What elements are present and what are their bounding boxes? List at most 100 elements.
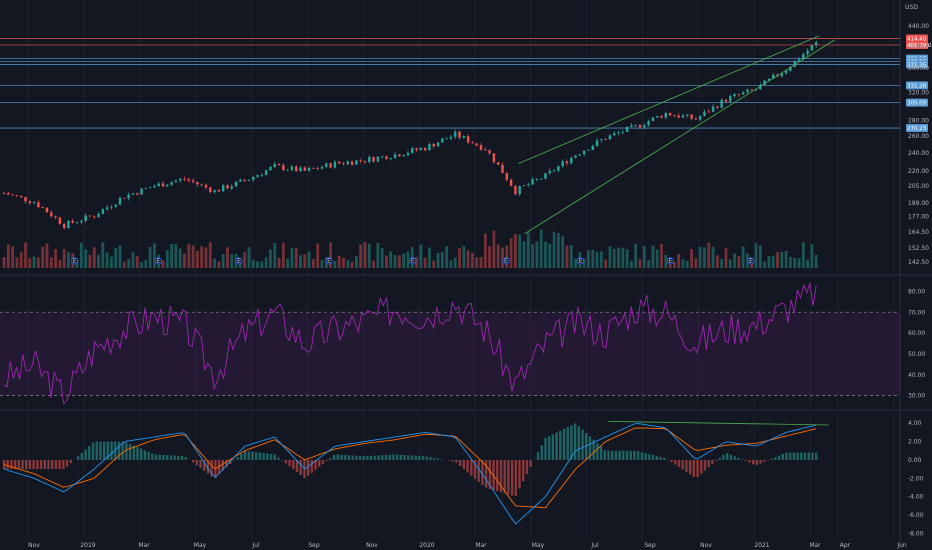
macd-histogram-bar bbox=[696, 459, 699, 477]
candle-body bbox=[247, 179, 251, 181]
volume-bar bbox=[569, 245, 573, 268]
candle-body bbox=[557, 166, 560, 171]
macd-histogram-bar bbox=[522, 459, 525, 482]
volume-bar bbox=[320, 260, 324, 268]
candle-body bbox=[19, 195, 23, 197]
candle-body bbox=[784, 70, 788, 74]
level-price-text: 305.09 bbox=[907, 101, 927, 107]
macd-histogram-bar bbox=[80, 452, 84, 460]
level-price-text: 401.79 03 bbox=[907, 43, 932, 49]
candle-body bbox=[307, 167, 311, 171]
volume-bar bbox=[763, 261, 767, 268]
macd-histogram-bar bbox=[25, 459, 28, 470]
candle-body bbox=[333, 161, 337, 168]
macd-histogram-bar bbox=[514, 459, 518, 496]
volume-bar bbox=[655, 249, 659, 268]
candle-body bbox=[479, 145, 483, 150]
trendlines[interactable] bbox=[518, 35, 836, 235]
price-axis-tick: 440.00 bbox=[908, 23, 929, 30]
macd-histogram-bar bbox=[251, 451, 254, 460]
candle-body bbox=[604, 139, 607, 141]
macd-histogram-bar bbox=[325, 459, 328, 461]
level-price-text: 414.40 bbox=[907, 37, 927, 43]
candle-body bbox=[329, 163, 332, 168]
macd-histogram-bar bbox=[625, 450, 629, 460]
macd-histogram-bar bbox=[470, 459, 473, 476]
macd-histogram-bar bbox=[496, 459, 499, 492]
volume-bar bbox=[58, 260, 62, 268]
candle-body bbox=[711, 106, 715, 112]
candle-body bbox=[595, 140, 599, 146]
volume-bar bbox=[264, 257, 268, 268]
macd-histogram-bar bbox=[436, 458, 440, 460]
volume-bar bbox=[170, 243, 173, 268]
macd-histogram-bar bbox=[655, 455, 658, 460]
volume-bar bbox=[737, 256, 741, 268]
volume-bar bbox=[247, 247, 251, 268]
volume-bar bbox=[67, 252, 70, 268]
macd-histogram-bar bbox=[47, 459, 50, 470]
candle-body bbox=[780, 73, 784, 77]
candle-body bbox=[802, 54, 805, 60]
rsi-axis-tick: 30.00 bbox=[908, 393, 925, 400]
volume-bar bbox=[754, 243, 758, 268]
volume-bar bbox=[780, 252, 784, 268]
macd-histogram-bar bbox=[458, 459, 462, 466]
candle-body bbox=[411, 148, 414, 153]
macd-histogram-bar bbox=[662, 457, 666, 460]
candle-body bbox=[101, 209, 105, 215]
macd-histogram-bar bbox=[143, 450, 147, 460]
macd-histogram-bar bbox=[225, 459, 228, 468]
macd-histogram-bar bbox=[88, 446, 91, 460]
macd-histogram-bar bbox=[685, 459, 688, 472]
candle-body bbox=[260, 174, 264, 176]
macd-histogram-bar bbox=[140, 448, 143, 460]
volume-bar bbox=[513, 234, 517, 268]
macd-histogram-bar bbox=[722, 454, 725, 460]
volume-bar bbox=[97, 254, 100, 268]
macd-histogram-bar bbox=[195, 459, 199, 466]
price-candles bbox=[2, 40, 818, 230]
macd-histogram-bar bbox=[95, 441, 98, 460]
candle-body bbox=[496, 162, 500, 165]
volume-bar bbox=[548, 243, 552, 268]
earnings-marker-letter: E bbox=[504, 258, 508, 265]
candle-body bbox=[380, 156, 384, 158]
macd-histogram-bar bbox=[774, 457, 777, 460]
candle-body bbox=[660, 115, 663, 118]
earnings-marker-letter: E bbox=[156, 258, 160, 265]
rsi-axis-tick: 50.00 bbox=[908, 351, 925, 358]
candle-body bbox=[136, 193, 139, 195]
volume-bar bbox=[419, 244, 423, 268]
macd-histogram-bar bbox=[681, 459, 684, 470]
macd-histogram-bar bbox=[529, 459, 532, 467]
macd-histogram-bar bbox=[725, 453, 729, 460]
price-axis-tick: 142.50 bbox=[908, 259, 929, 266]
candle-body bbox=[724, 99, 728, 102]
earnings-marker-letter: E bbox=[237, 258, 241, 265]
candle-body bbox=[703, 111, 706, 117]
volume-bar bbox=[402, 253, 406, 268]
volume-bar bbox=[178, 248, 182, 268]
macd-histogram-bar bbox=[344, 455, 347, 460]
candle-body bbox=[174, 180, 178, 183]
candle-body bbox=[196, 181, 199, 185]
candle-body bbox=[617, 132, 620, 134]
volume-bar bbox=[269, 249, 272, 268]
macd-histogram-bar bbox=[429, 457, 432, 460]
volume-bar bbox=[574, 258, 577, 268]
volume-bar bbox=[256, 261, 259, 268]
macd-histogram-bar bbox=[299, 459, 302, 476]
volume-bar bbox=[165, 249, 169, 268]
volume-bar bbox=[380, 247, 384, 268]
candle-body bbox=[187, 179, 190, 181]
macd-histogram-bar bbox=[169, 455, 173, 460]
volume-bar bbox=[436, 252, 440, 268]
macd-axis-tick: -2.00 bbox=[908, 475, 924, 482]
macd-histogram-bar bbox=[277, 457, 280, 460]
candle-body bbox=[673, 115, 676, 117]
macd-histogram-bar bbox=[714, 459, 718, 462]
